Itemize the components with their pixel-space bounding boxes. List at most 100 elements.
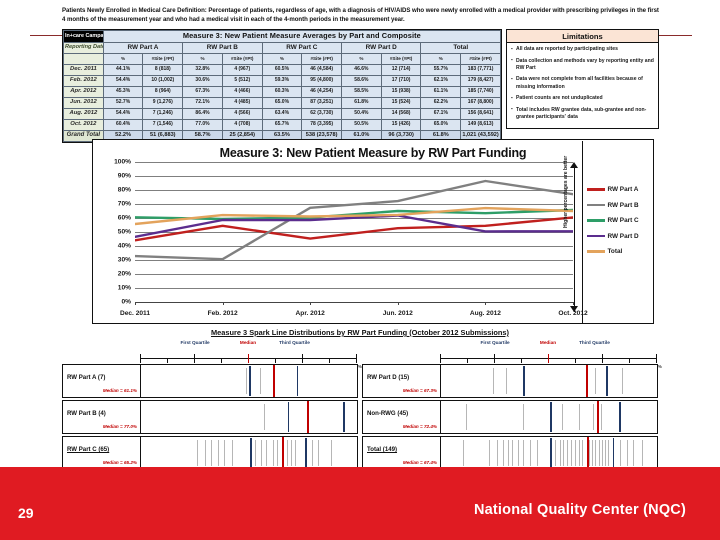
chart-x-tick-label: Jun. 2012	[382, 310, 413, 317]
table-subheader-pct: %	[341, 52, 382, 65]
sparkline-q3-marker	[612, 438, 615, 468]
legend-label: RW Part C	[607, 217, 639, 224]
table-cell: 5 (512)	[221, 74, 263, 87]
sparkline-tick	[588, 440, 590, 466]
sparkline-scale-tick	[440, 354, 441, 363]
table-cell: 65.0%	[261, 96, 303, 109]
sparkline-rows-right: RW Part D (15) Median = 67.3% Non-RWG (45)…	[362, 364, 658, 470]
sparkline-scale-tick	[302, 354, 303, 363]
table-body: Dec. 2011 44.1% 8 (818) 32.8% 4 (967) 60.5% 46…	[63, 63, 501, 142]
legend-item: RW Part C	[587, 217, 639, 224]
chart-series-svg	[135, 179, 573, 261]
sparkline-row-plot	[141, 437, 357, 469]
sparkline-tick	[492, 368, 494, 394]
sparkline-tick	[605, 440, 607, 466]
table-cell: 65.7%	[261, 118, 303, 131]
sparkline-tick	[622, 368, 624, 394]
sparkline-row-name: Non-RWG (45)	[367, 410, 409, 417]
sparkline-tick	[497, 440, 499, 466]
sparkline-tick	[537, 440, 539, 466]
sparkline-tick	[608, 440, 610, 466]
table-row: Aug. 2012 54.4% 7 (1,246) 86.4% 4 (566) 63.4%…	[63, 107, 501, 120]
better-direction-arrow-up-icon	[570, 162, 578, 168]
table-cell: 78 (3,395)	[301, 118, 343, 131]
sparkline-median-marker	[281, 437, 284, 469]
sparkline-tick	[197, 440, 199, 466]
chart-x-tick	[310, 302, 312, 305]
chart-title: Measure 3: New Patient Measure by RW Par…	[219, 146, 527, 160]
sparkline-tick	[593, 404, 595, 430]
sparkline-q1-marker	[550, 438, 552, 468]
sparkline-median-marker	[586, 437, 589, 469]
table-cell-date: Dec. 2011	[63, 63, 104, 76]
table-part-header: RW Part D	[341, 41, 422, 54]
sparkline-row-median: Median = 61.1%	[102, 388, 137, 393]
table-cell: 179 (8,427)	[460, 74, 501, 87]
table-row: Jun. 2012 52.7% 9 (1,276) 72.1% 4 (485) 65.0%…	[63, 96, 501, 109]
table-cell: 156 (8,641)	[460, 107, 501, 120]
sparkline-tick	[559, 440, 561, 466]
chart-x-tick	[135, 302, 136, 305]
sparkline-q3-marker	[619, 402, 621, 432]
sparkline-tick	[295, 440, 297, 466]
table-cell: 44.1%	[102, 63, 144, 76]
sparkline-tick	[523, 404, 525, 430]
sparkline-scale-tick	[275, 358, 276, 363]
better-direction-arrow-down-icon	[570, 306, 578, 312]
chart-series-line	[135, 216, 573, 242]
sparkline-row-name: Total (149)	[367, 446, 398, 453]
sparkline-row: Non-RWG (45) Median = 72.4%	[362, 400, 658, 434]
table-part-header: RW Part C	[261, 41, 343, 54]
table-subheader-sites: #Site (#Pt)	[301, 52, 343, 65]
sparkline-tick	[579, 440, 581, 466]
slide-footer: 29 National Quality Center (NQC)	[0, 467, 720, 540]
sparkline-tick	[272, 440, 274, 466]
sparkline-scale-caption: Third Quartile	[579, 340, 610, 345]
table-cell: 60.4%	[102, 118, 144, 131]
sparkline-tick	[255, 440, 257, 466]
sparkline-tick	[600, 404, 602, 430]
table-subheader-pct: %	[102, 52, 144, 65]
table-cell: 4 (566)	[221, 107, 263, 120]
table-cell: 60.5%	[261, 63, 303, 76]
chart-gridline	[135, 260, 573, 261]
sparkline-row-median: Median = 65.2%	[102, 460, 137, 465]
sparkline-tick	[601, 440, 603, 466]
sparkline-row-median: Median = 67.3%	[402, 388, 437, 393]
sparkline-row-name: RW Part C (65)	[67, 446, 110, 453]
measure-definition-paragraph: Patients Newly Enrolled in Medical Care …	[62, 7, 659, 24]
sparkline-tick	[204, 440, 206, 466]
chart-plot-area: 0% 10% 20% 30% 40% 50% 60% 70% 80% 90% 100% Dec. 20…	[114, 159, 588, 318]
sparkline-row: RW Part B (4) Median = 77.0%	[62, 400, 358, 434]
organization-name: National Quality Center (NQC)	[473, 502, 686, 518]
sparkline-row-plot	[441, 401, 657, 433]
table-cell: 46 (4,254)	[301, 85, 343, 98]
table-cell: 54.4%	[102, 107, 144, 120]
sparkline-median-marker	[586, 365, 589, 397]
sparkline-section-title: Measure 3 Spark Line Distributions by RW…	[210, 328, 509, 337]
sparkline-tick	[231, 440, 233, 466]
chart-y-tick-label: 70%	[117, 200, 131, 208]
sparkline-row-label: RW Part A (7) Median = 61.1%	[63, 365, 141, 397]
sparkline-row-label: RW Part C (65) Median = 65.2%	[63, 437, 141, 469]
table-subheader-sites: #Site (#Pt)	[460, 52, 501, 65]
table-cell: 167 (8,800)	[460, 96, 501, 109]
limitation-item: Patient counts are not unduplicated	[511, 95, 654, 102]
sparkline-rows-left: RW Part A (7) Median = 61.1% RW Part B (4)…	[62, 364, 358, 470]
sparkline-row-name: RW Part A (7)	[67, 374, 106, 381]
better-direction-axis-line	[574, 166, 575, 312]
chart-x-tick	[485, 302, 487, 305]
sparkline-scale-caption: Third Quartile	[279, 340, 310, 345]
table-cell: 45.3%	[102, 85, 144, 98]
table-cell: 63.4%	[261, 107, 303, 120]
table-subheader-pct: %	[420, 52, 462, 65]
table-row: Apr. 2012 45.3% 8 (964) 67.3% 4 (466) 60.3% 46…	[63, 85, 501, 98]
sparkline-tick	[260, 440, 262, 466]
table-cell: 4 (466)	[221, 85, 263, 98]
sparkline-tick	[561, 404, 563, 430]
sparkline-tick	[598, 440, 600, 466]
sparkline-scale-tick	[140, 354, 141, 363]
sparkline-scale-tick	[494, 354, 495, 363]
limitation-item: Data collection and methods vary by repo…	[511, 57, 654, 72]
sparkline-row-plot	[141, 365, 357, 397]
